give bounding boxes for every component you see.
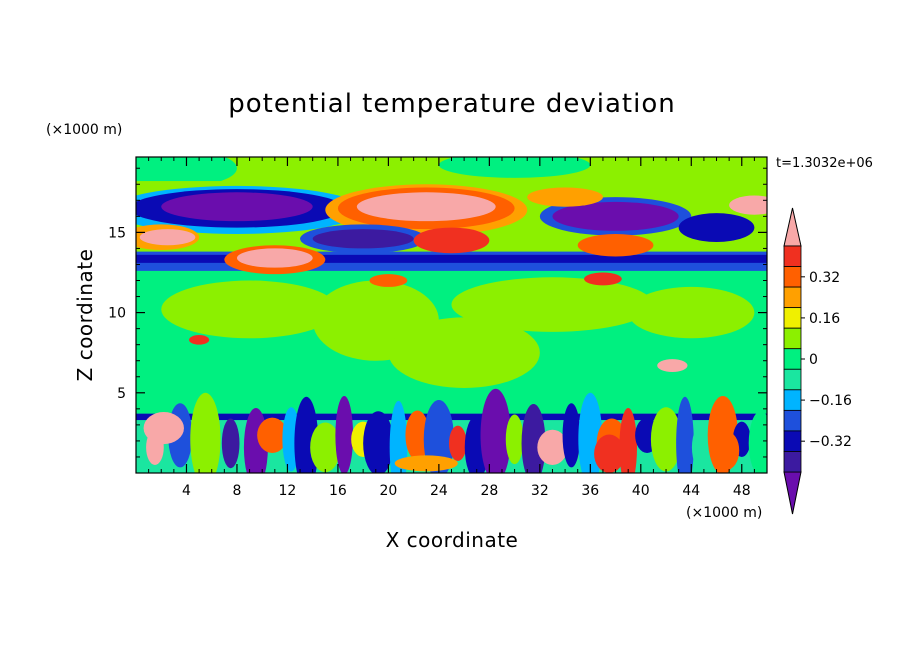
field-bl-cell (505, 414, 524, 465)
colorbar-label: 0.32 (809, 270, 840, 286)
field-small-pos (657, 359, 688, 372)
colorbar-label: 0 (809, 352, 818, 368)
colorbar-box (783, 266, 802, 288)
field-bl-cell (448, 425, 467, 461)
contour-field (136, 157, 767, 473)
y-axis: 5 10 15 (108, 167, 767, 458)
field-pos-lens-core (139, 229, 196, 246)
field-pos-lens (527, 187, 603, 207)
field-bl-cell (257, 417, 288, 453)
x-tick-label: 8 (232, 483, 241, 499)
colorbar-box (783, 451, 802, 473)
field-bl-cell (480, 388, 511, 473)
colorbar-box (783, 245, 802, 267)
colorbar-box (783, 430, 802, 452)
field-mid-patch (161, 280, 338, 339)
field-neg-lens (312, 229, 414, 249)
field-bl-warm-cell (143, 412, 184, 445)
chart-title: potential temperature deviation (228, 89, 675, 119)
field-bl-top (136, 413, 767, 421)
field-bl-cell (363, 411, 394, 473)
field-neg-lens-core (161, 192, 313, 222)
field-small-pos (584, 272, 622, 286)
y-axis-label: Z coordinate (73, 249, 97, 382)
y-unit-label: (×1000 m) (46, 122, 122, 138)
x-axis-label: X coordinate (386, 528, 519, 552)
field-bl-warm-cell (713, 431, 740, 470)
colorbar-box (783, 286, 802, 309)
colorbar-label: −0.16 (809, 393, 852, 409)
x-axis: 4 8 12 16 20 24 28 32 36 40 44 48 (148, 157, 755, 499)
field-top-patch (438, 157, 591, 178)
colorbar-label: −0.32 (809, 434, 852, 450)
x-tick-label: 36 (581, 483, 599, 499)
field-mid-patch (388, 317, 540, 388)
field-bl-cell (562, 403, 581, 468)
x-tick-label: 44 (682, 483, 700, 499)
field-bl-cell (650, 407, 682, 472)
x-tick-label: 4 (182, 483, 191, 499)
x-tick-label: 32 (531, 483, 549, 499)
x-tick-label: 24 (430, 483, 448, 499)
field-neg-core (136, 254, 767, 263)
colorbar-box (783, 368, 802, 391)
field-small-pos (189, 335, 210, 345)
y-tick-label: 10 (108, 306, 126, 322)
colorbar-box (783, 348, 802, 370)
field-bl-cell (423, 400, 455, 473)
time-label: t=1.3032e+06 (776, 156, 873, 171)
field-pos-lens-core (236, 248, 313, 268)
field-neg-lens (678, 213, 755, 243)
x-tick-label: 12 (279, 483, 297, 499)
colorbar-bottom-arrow (783, 471, 802, 515)
field-pos-lens-core (729, 195, 767, 215)
field-bl-warm-cell (394, 455, 458, 472)
field-bl-cell (221, 418, 240, 469)
field-bl-warm-cell (594, 434, 625, 473)
y-tick-label: 5 (117, 386, 126, 402)
field-top-patch (136, 157, 237, 188)
x-unit-label: (×1000 m) (686, 505, 762, 521)
field-pos-lens (413, 227, 490, 254)
x-tick-label: 48 (733, 483, 751, 499)
field-pos-lens (577, 233, 654, 257)
field-mid-patch (628, 286, 755, 339)
field-bl-cell (389, 400, 408, 473)
field-small-pos (369, 274, 408, 287)
colorbar-box (783, 307, 802, 329)
y-tick-label: 15 (108, 225, 126, 241)
field-bl-cell (335, 396, 354, 473)
field-bl-cell (676, 396, 694, 473)
x-tick-label: 20 (379, 483, 397, 499)
x-tick-label: 16 (329, 483, 347, 499)
field-bl-cell (405, 410, 430, 461)
field-bl-cell (310, 422, 341, 473)
x-tick-label: 28 (480, 483, 498, 499)
colorbar-box (783, 389, 802, 411)
field-bl-cell (748, 411, 767, 473)
colorbar: 0.32 0.16 0 −0.16 −0.32 (783, 207, 852, 515)
colorbar-label: 0.16 (809, 311, 840, 327)
colorbar-top-arrow (783, 207, 802, 247)
x-tick-label: 40 (632, 483, 650, 499)
field-pos-lens-core (356, 192, 496, 222)
field-mid-patch (451, 277, 654, 332)
field-bl-cell (190, 392, 221, 473)
colorbar-box (783, 327, 802, 350)
field-neg-lens-core (552, 201, 679, 231)
colorbar-box (783, 409, 802, 432)
field-bl-cell (537, 429, 568, 465)
